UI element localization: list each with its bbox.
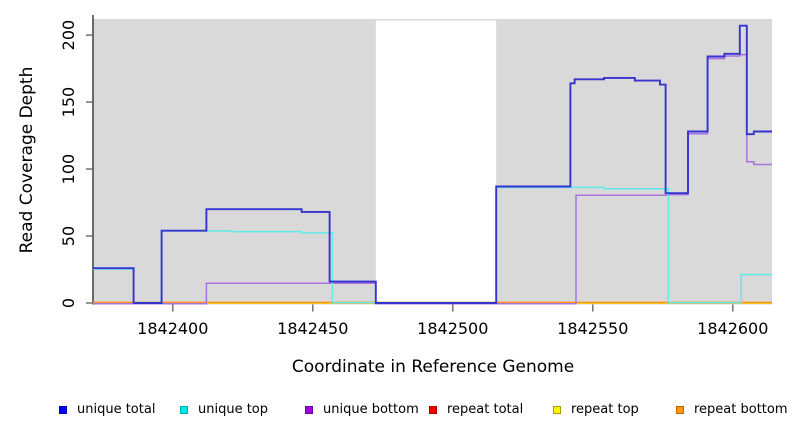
legend-item-repeat-bottom: repeat bottom — [676, 402, 788, 418]
legend-label: unique top — [198, 402, 269, 417]
series-line-unique-total — [93, 24, 772, 304]
y-tick-label: 150 — [59, 87, 78, 118]
series-layer — [93, 24, 772, 305]
y-axis-title: Read Coverage Depth — [17, 67, 37, 254]
legend-swatch-repeat-top — [553, 406, 561, 414]
legend-item-repeat-total: repeat total — [429, 402, 523, 418]
legend-swatch-unique-total — [59, 406, 67, 414]
plot-panel-layer — [93, 19, 772, 305]
legend-item-unique-bottom: unique bottom — [305, 402, 419, 418]
x-tick-label: 1842500 — [417, 319, 488, 338]
x-tick-label: 1842450 — [277, 319, 348, 338]
axis-layer: 0 50 100 150 200 1842400 1842450 1842500 1842550… — [59, 15, 768, 338]
x-tick-label: 1842600 — [697, 319, 768, 338]
legend-item-repeat-top: repeat top — [553, 402, 639, 418]
legend-swatch-unique-bottom — [305, 406, 313, 414]
y-tick-label: 0 — [59, 298, 78, 308]
legend-label: unique total — [77, 402, 156, 417]
y-tick-label: 200 — [59, 20, 78, 51]
legend-item-unique-top: unique top — [180, 402, 268, 418]
legend-label: repeat top — [571, 402, 639, 417]
y-tick-label: 50 — [59, 226, 78, 246]
legend-swatch-unique-top — [180, 406, 188, 414]
legend-label: repeat total — [447, 402, 524, 417]
legend-label: unique bottom — [323, 402, 419, 417]
no-data-gap-region — [375, 20, 497, 305]
legend-label: repeat bottom — [694, 402, 788, 417]
x-axis-title: Coordinate in Reference Genome — [292, 357, 574, 377]
legend-swatch-repeat-bottom — [676, 406, 684, 414]
y-tick-label: 100 — [59, 154, 78, 185]
legend-swatch-repeat-total — [429, 406, 437, 414]
x-tick-label: 1842400 — [137, 319, 208, 338]
legend-item-unique-total: unique total — [59, 402, 155, 418]
x-tick-label: 1842550 — [557, 319, 628, 338]
